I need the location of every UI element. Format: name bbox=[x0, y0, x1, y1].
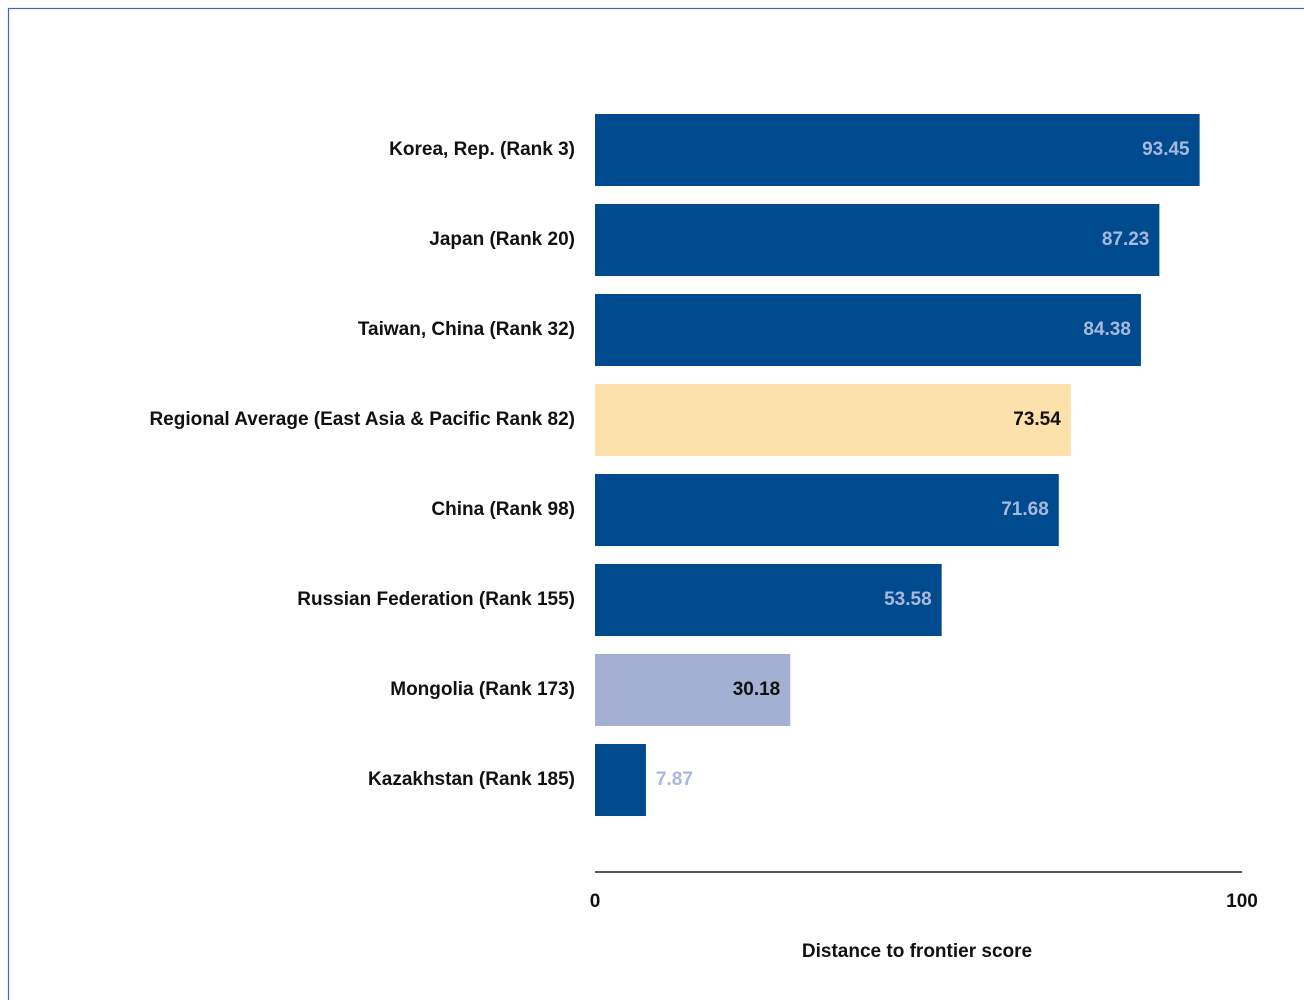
y-tick-label: Regional Average (East Asia & Pacific Ra… bbox=[149, 409, 575, 430]
value-label: 7.87 bbox=[656, 769, 693, 790]
bar bbox=[595, 294, 1141, 366]
bar bbox=[595, 474, 1059, 546]
value-label: 84.38 bbox=[1083, 319, 1131, 340]
x-tick-label: 100 bbox=[1226, 891, 1258, 912]
bar bbox=[595, 204, 1160, 276]
value-label: 30.18 bbox=[733, 679, 781, 700]
value-label: 71.68 bbox=[1001, 499, 1049, 520]
frame bbox=[7, 7, 1304, 1000]
value-label: 93.45 bbox=[1142, 139, 1190, 160]
y-tick-label: Korea, Rep. (Rank 3) bbox=[389, 139, 575, 160]
value-label: 73.54 bbox=[1013, 409, 1061, 430]
value-label: 87.23 bbox=[1102, 229, 1150, 250]
y-tick-label: Taiwan, China (Rank 32) bbox=[358, 319, 575, 340]
bar bbox=[595, 114, 1200, 186]
x-axis-title: Distance to frontier score bbox=[802, 941, 1032, 962]
x-tick-label: 0 bbox=[590, 891, 601, 912]
y-tick-label: China (Rank 98) bbox=[431, 499, 575, 520]
y-tick-label: Mongolia (Rank 173) bbox=[390, 679, 575, 700]
y-tick-label: Russian Federation (Rank 155) bbox=[297, 589, 575, 610]
value-label: 53.58 bbox=[884, 589, 932, 610]
bar bbox=[595, 744, 646, 816]
bar bbox=[595, 564, 942, 636]
bar bbox=[595, 384, 1071, 456]
y-tick-label: Kazakhstan (Rank 185) bbox=[368, 769, 575, 790]
y-tick-label: Japan (Rank 20) bbox=[429, 229, 575, 250]
bar bbox=[595, 654, 791, 726]
